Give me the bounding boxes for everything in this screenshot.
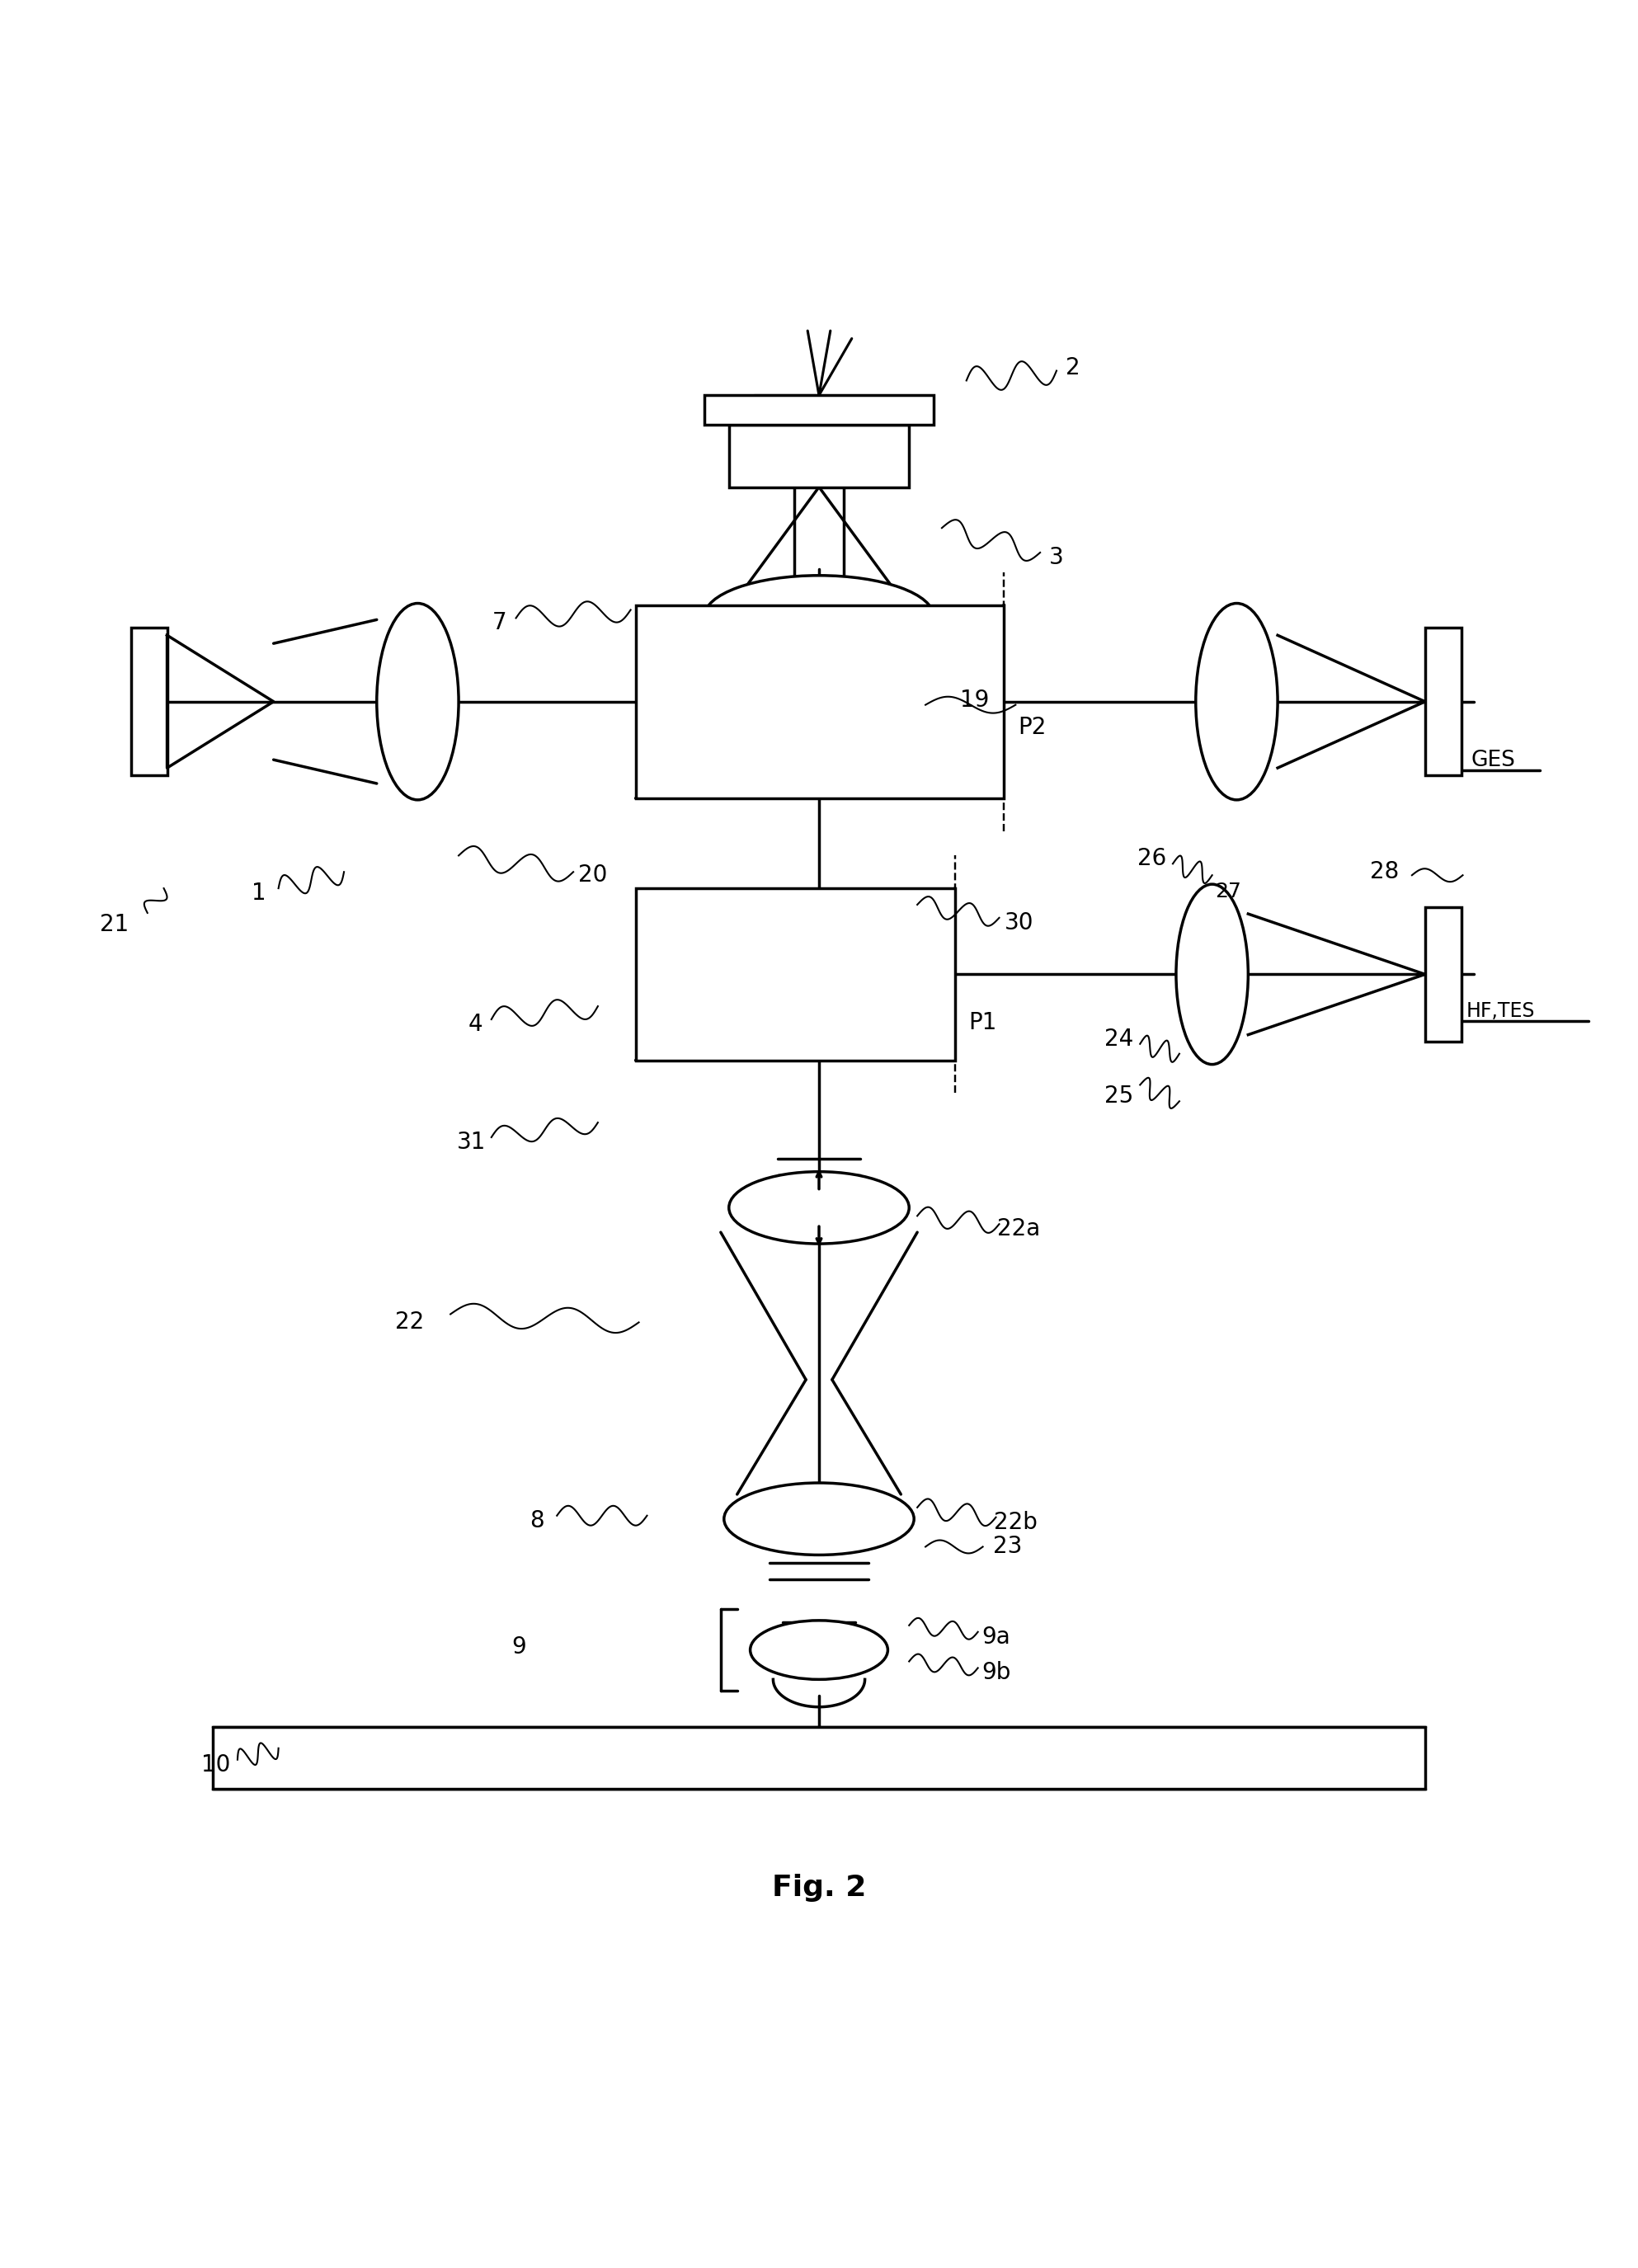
Text: Fig. 2: Fig. 2 <box>771 1873 867 1901</box>
Ellipse shape <box>729 1173 909 1243</box>
Ellipse shape <box>724 1483 914 1556</box>
Text: 22: 22 <box>395 1311 424 1334</box>
Text: 23: 23 <box>993 1535 1022 1558</box>
Text: 24: 24 <box>1104 1027 1133 1050</box>
Text: P1: P1 <box>968 1012 998 1034</box>
Text: 3: 3 <box>1050 547 1063 569</box>
Bar <box>213 1726 1425 1789</box>
Text: 2: 2 <box>1066 356 1079 379</box>
Bar <box>636 889 955 1061</box>
Bar <box>1425 628 1461 776</box>
Ellipse shape <box>750 1619 888 1678</box>
Bar <box>131 628 167 776</box>
Text: 9b: 9b <box>981 1662 1011 1685</box>
Ellipse shape <box>1196 603 1278 801</box>
Text: 19: 19 <box>960 689 989 712</box>
Text: 30: 30 <box>1004 912 1034 934</box>
Text: 21: 21 <box>100 912 129 937</box>
Text: 10: 10 <box>201 1753 231 1776</box>
Text: HF,TES: HF,TES <box>1466 1000 1535 1021</box>
Text: 28: 28 <box>1369 860 1399 885</box>
Text: 20: 20 <box>578 864 608 887</box>
Text: 22b: 22b <box>994 1510 1037 1533</box>
Text: 7: 7 <box>493 612 506 635</box>
Ellipse shape <box>377 603 459 801</box>
Bar <box>729 424 909 488</box>
Text: 25: 25 <box>1104 1084 1133 1107</box>
Bar <box>1425 907 1461 1041</box>
Text: GES: GES <box>1471 751 1515 771</box>
Text: P2: P2 <box>1017 717 1047 739</box>
Text: 1: 1 <box>252 882 265 905</box>
Text: 9: 9 <box>513 1635 526 1658</box>
Text: 22a: 22a <box>998 1218 1040 1241</box>
Text: 26: 26 <box>1137 848 1166 871</box>
Text: 9a: 9a <box>981 1626 1011 1649</box>
Bar <box>636 606 1004 798</box>
Ellipse shape <box>704 576 934 658</box>
Text: 31: 31 <box>457 1132 486 1154</box>
Text: 8: 8 <box>531 1508 544 1533</box>
Text: 4: 4 <box>468 1014 482 1036</box>
Text: 27: 27 <box>1215 882 1242 900</box>
Ellipse shape <box>1176 885 1248 1064</box>
Bar <box>704 395 934 424</box>
